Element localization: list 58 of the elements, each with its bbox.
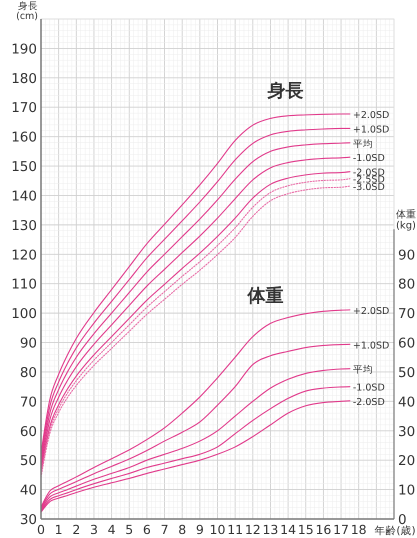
y2-tick-label: 80 xyxy=(398,276,416,293)
series-label: 平均 xyxy=(352,138,373,150)
x-tick-label: 17 xyxy=(333,522,350,537)
x-tick-label: 0 xyxy=(37,522,46,537)
x-tick-label: 1 xyxy=(54,522,63,537)
x-tick-label: 13 xyxy=(262,522,278,537)
series-label: +1.0SD xyxy=(352,340,390,352)
x-tick-label: 4 xyxy=(108,522,116,537)
x-tick-label: 7 xyxy=(160,522,169,537)
series-label: -1.0SD xyxy=(352,153,385,164)
y-tick-label: 190 xyxy=(11,41,37,58)
x-tick-label: 5 xyxy=(125,522,134,537)
series-label: 平均 xyxy=(352,364,373,376)
y2-tick-label: 30 xyxy=(398,424,416,440)
y2-tick-label: 90 xyxy=(398,247,416,264)
y-tick-label: 60 xyxy=(20,424,37,440)
x-tick-label: 14 xyxy=(280,522,296,537)
y-tick-label: 140 xyxy=(11,188,37,204)
series-label: -1.0SD xyxy=(352,382,385,394)
y-tick-label: 110 xyxy=(11,276,37,293)
y2-tick-label: 70 xyxy=(398,306,416,322)
y2-axis-title: 体重(kg) xyxy=(396,208,416,232)
annotation: 体重 xyxy=(246,285,284,306)
y-tick-label: 120 xyxy=(11,247,37,264)
y-tick-label: 40 xyxy=(20,482,37,499)
y2-tick-label: 40 xyxy=(398,394,416,410)
y-tick-label: 170 xyxy=(11,100,37,116)
y2-tick-label: 20 xyxy=(398,453,416,470)
x-tick-label: 3 xyxy=(90,522,98,537)
y-tick-label: 90 xyxy=(20,336,37,352)
y-tick-label: 160 xyxy=(11,130,37,146)
series-label: +2.0SD xyxy=(352,306,390,317)
x-tick-label: 6 xyxy=(142,522,151,537)
y-tick-label: 50 xyxy=(20,453,37,470)
y-axis-title: 身長(cm) xyxy=(16,0,38,22)
series-label: +2.0SD xyxy=(352,110,390,121)
x-tick-label: 8 xyxy=(178,522,186,537)
series-label: -2.0SD xyxy=(352,396,385,408)
series-label: +1.0SD xyxy=(352,124,390,136)
y-tick-label: 100 xyxy=(11,306,37,322)
x-tick-label: 12 xyxy=(244,522,261,537)
x-tick-label: 9 xyxy=(196,522,204,537)
y2-tick-label: 10 xyxy=(398,482,416,499)
x-tick-label: 18 xyxy=(350,522,367,537)
y-tick-label: 180 xyxy=(11,70,37,87)
y-tick-label: 30 xyxy=(20,512,37,528)
y-tick-label: 70 xyxy=(20,394,37,410)
x-tick-label: 15 xyxy=(298,522,314,537)
x-tick-label: 16 xyxy=(315,522,332,537)
annotation: 身長 xyxy=(266,80,304,102)
x-tick-label: 11 xyxy=(227,522,244,537)
y-tick-label: 150 xyxy=(11,159,37,176)
y-tick-label: 130 xyxy=(11,218,37,234)
y-tick-label: 80 xyxy=(20,364,37,381)
y2-tick-label: 60 xyxy=(398,336,416,352)
x-tick-label: 2 xyxy=(72,522,80,537)
x-tick-label: 10 xyxy=(210,522,226,537)
y2-tick-label: 50 xyxy=(398,364,416,381)
